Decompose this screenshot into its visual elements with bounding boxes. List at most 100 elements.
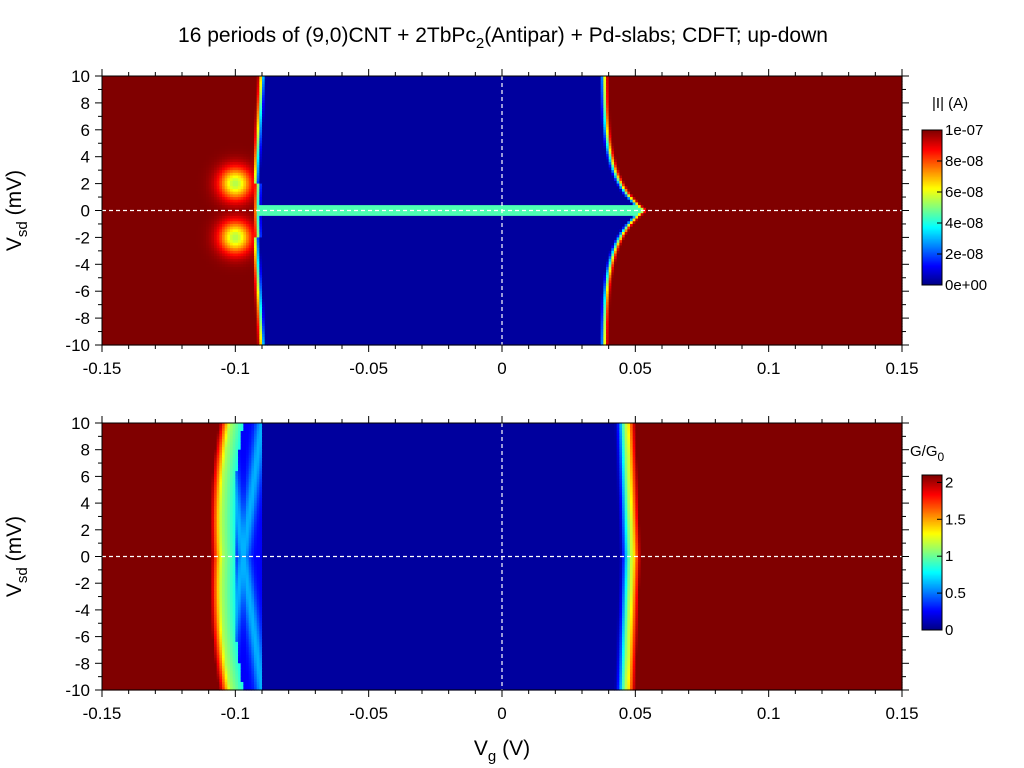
heatmap-cell (235, 481, 239, 486)
heatmap-cell (640, 585, 903, 590)
heatmap-cell (256, 433, 260, 437)
colorbar-step (922, 248, 942, 251)
heatmap-cell (230, 447, 234, 451)
heatmap-cell (262, 641, 618, 646)
heatmap-cell (251, 457, 255, 461)
heatmap-cell (603, 94, 607, 99)
heatmap-cell (627, 463, 631, 467)
heatmap-cell (208, 242, 212, 247)
heatmap-cell (102, 92, 258, 96)
heatmap-cell (232, 463, 236, 467)
heatmap-cell (222, 607, 226, 611)
heatmap-cell (616, 460, 620, 464)
heatmap-cell (216, 671, 220, 675)
heatmap-cell (248, 463, 252, 467)
heatmap-cell (238, 649, 242, 654)
heatmap-cell (248, 647, 252, 651)
heatmap-cell (227, 154, 231, 158)
heatmap-cell (235, 535, 239, 539)
heatmap-cell (627, 631, 631, 635)
heatmap-cell (235, 620, 239, 624)
heatmap-cell (232, 612, 236, 616)
heatmap-cell (614, 665, 618, 670)
heatmap-cell (640, 572, 903, 576)
heatmap-cell (216, 647, 220, 651)
heatmap-cell (224, 671, 228, 675)
heatmap-cell (243, 229, 247, 233)
heatmap-cell (238, 207, 242, 212)
heatmap-cell (256, 665, 260, 670)
heatmap-cell (214, 156, 218, 160)
heatmap-cell (235, 527, 239, 531)
heatmap-cell (256, 564, 260, 568)
heatmap-cell (254, 191, 258, 195)
heatmap-cell (206, 232, 210, 236)
heatmap-cell (259, 156, 263, 160)
heatmap-cell (214, 492, 218, 496)
heatmap-cell (219, 671, 223, 675)
heatmap-cell (262, 81, 266, 85)
heatmap-cell (635, 202, 639, 206)
heatmap-cell (230, 476, 234, 480)
heatmap-cell (624, 519, 628, 523)
heatmap-cell (232, 199, 239, 204)
heatmap-cell (235, 625, 239, 630)
heatmap-cell (262, 164, 610, 169)
heatmap-cell (600, 331, 604, 335)
heatmap-cell (219, 663, 223, 667)
heatmap-cell (254, 476, 258, 480)
heatmap-cell (102, 599, 212, 603)
colorbar-step (922, 132, 942, 135)
heatmap-cell (256, 253, 260, 257)
heatmap-cell (248, 431, 252, 435)
heatmap-cell (238, 473, 242, 477)
heatmap-cell (630, 218, 634, 222)
heatmap-cell (222, 234, 226, 238)
heatmap-cell (606, 129, 610, 134)
heatmap-cell (606, 320, 610, 325)
heatmap-cell (259, 215, 263, 220)
heatmap-cell (232, 261, 239, 265)
heatmap-cell (206, 197, 210, 201)
heatmap-cell (211, 221, 215, 225)
heatmap-cell (224, 527, 228, 531)
heatmap-cell (219, 269, 223, 273)
heatmap-cell (203, 258, 207, 263)
heatmap-cell (622, 652, 626, 656)
heatmap-cell (216, 213, 220, 217)
heatmap-cell (214, 495, 218, 499)
heatmap-cell (240, 551, 247, 555)
heatmap-cell (256, 170, 260, 174)
heatmap-cell (630, 202, 634, 206)
heatmap-cell (219, 529, 223, 534)
heatmap-cell (608, 299, 612, 303)
heatmap-cell (262, 191, 623, 195)
heatmap-cell (262, 649, 618, 654)
heatmap-cell (622, 572, 626, 576)
x-axis: -0.15 -0.1 -0.05 0 0.05 0.1 0.15 (83, 69, 919, 378)
heatmap-cell (235, 553, 239, 558)
heatmap-cell (248, 229, 252, 233)
heatmap-cell (259, 540, 263, 544)
colorbar-step (922, 162, 942, 165)
heatmap-cell (259, 676, 263, 680)
heatmap-cell (214, 524, 218, 528)
heatmap-cell (608, 137, 612, 142)
heatmap-cell (251, 436, 255, 440)
heatmap-cell (635, 492, 639, 496)
heatmap-cell (246, 535, 250, 539)
heatmap-cell (211, 481, 215, 486)
heatmap-cell (262, 256, 610, 260)
heatmap-cell (246, 433, 250, 437)
heatmap-cell (203, 164, 207, 169)
heatmap-cell (200, 240, 204, 244)
heatmap-cell (622, 460, 626, 464)
heatmap-cell (608, 264, 612, 268)
colorbar-step (922, 241, 942, 243)
heatmap-cell (240, 604, 247, 608)
heatmap-cell (246, 553, 250, 558)
heatmap-cell (208, 213, 212, 217)
heatmap-cell (254, 119, 258, 123)
heatmap-cell (222, 687, 226, 691)
heatmap-cell (622, 673, 626, 678)
